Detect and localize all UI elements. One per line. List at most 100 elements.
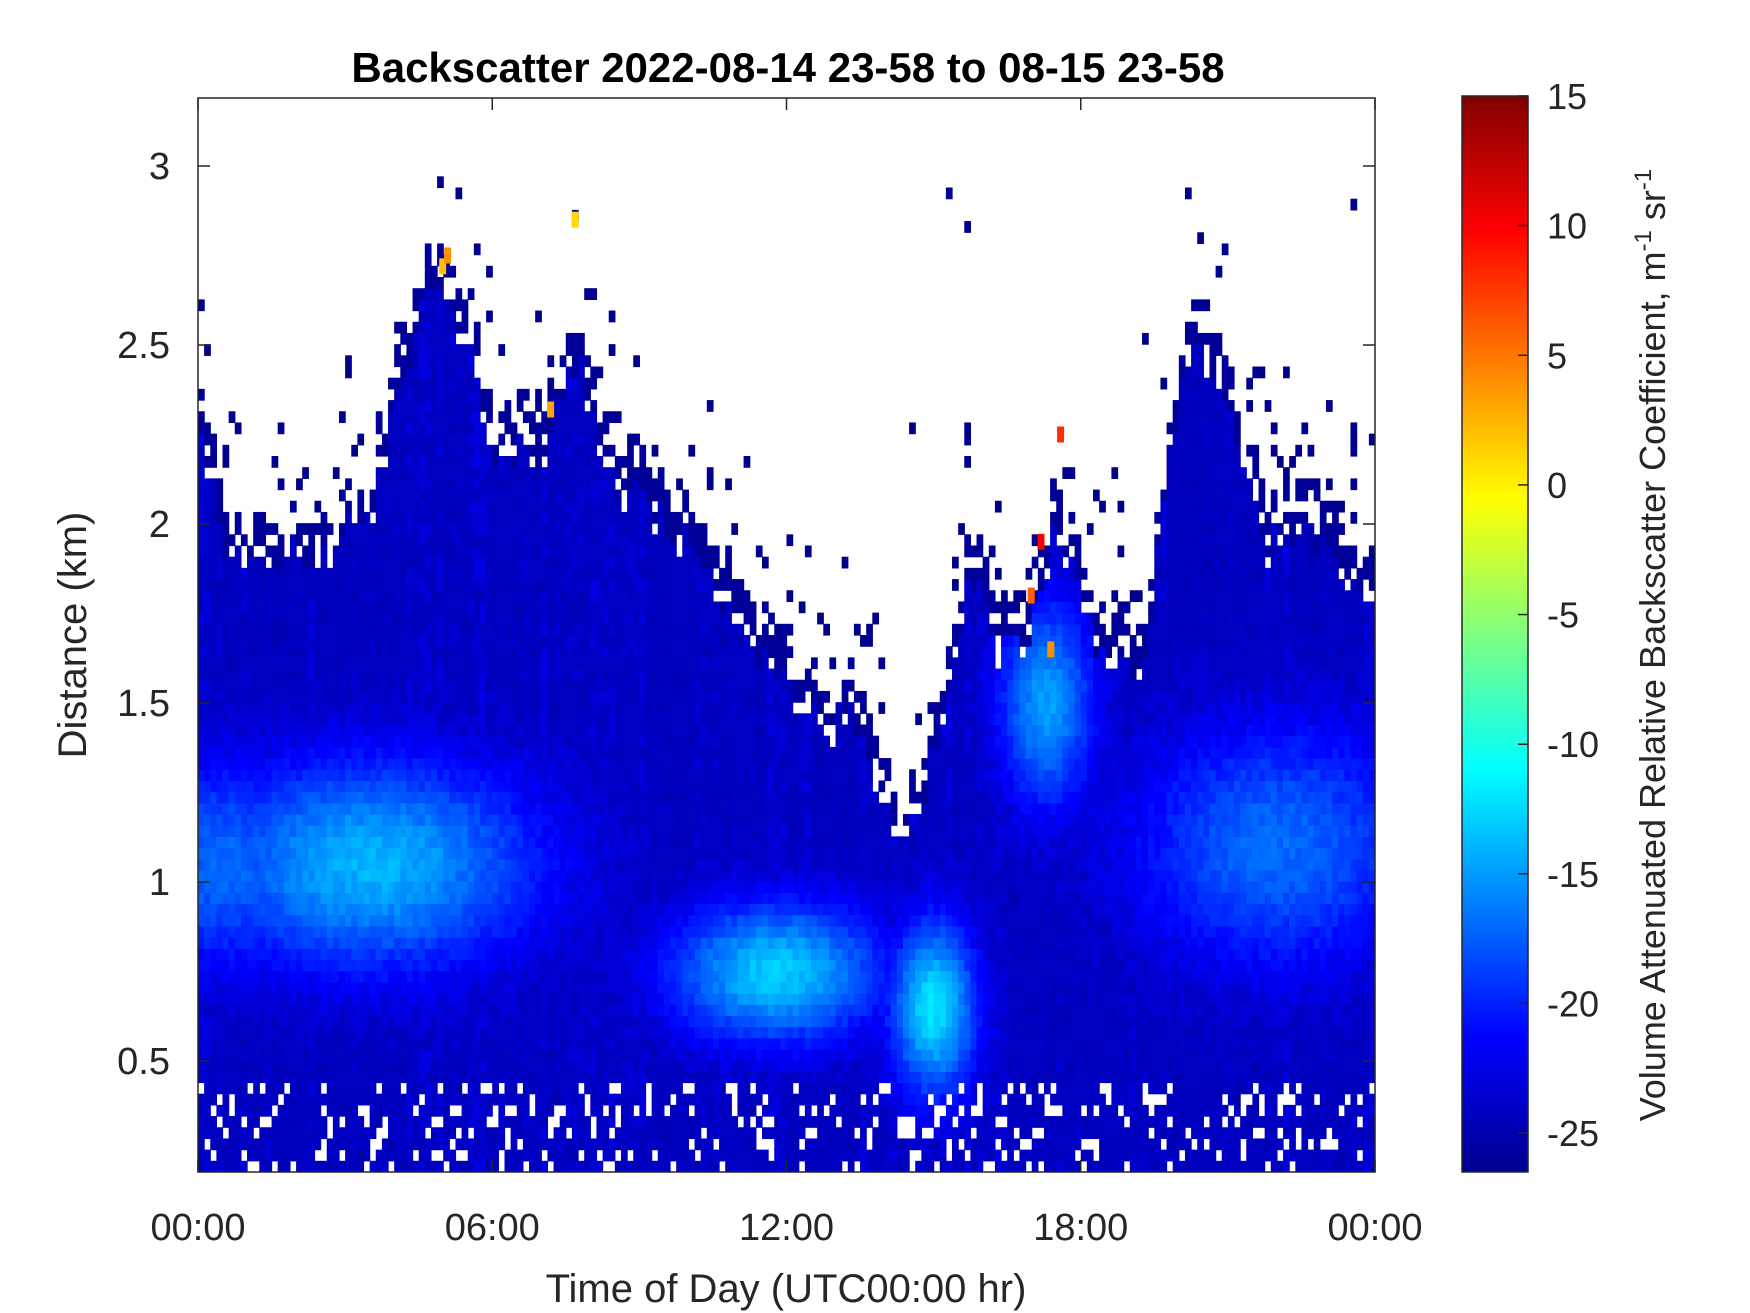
heatmap-cell	[498, 925, 506, 938]
heatmap-cell	[553, 590, 561, 603]
heatmap-cell	[473, 1104, 481, 1117]
heatmap-cell	[204, 523, 211, 535]
heatmap-cell	[406, 332, 414, 345]
heatmap-cell	[578, 802, 585, 815]
heatmap-cell	[590, 690, 598, 703]
heatmap-cell	[222, 567, 230, 580]
heatmap-cell	[424, 668, 432, 681]
heatmap-cell	[541, 623, 549, 636]
heatmap-cell	[326, 914, 334, 927]
heatmap-cell	[271, 735, 279, 748]
heatmap-cell	[590, 1060, 598, 1072]
heatmap-cell	[406, 1071, 414, 1084]
heatmap-cell	[296, 478, 303, 491]
heatmap-cell	[467, 411, 475, 424]
heatmap-cell	[332, 802, 340, 815]
heatmap-cell	[283, 993, 291, 1005]
heatmap-cell	[253, 1093, 260, 1106]
heatmap-cell	[535, 1116, 542, 1128]
heatmap-cell	[345, 869, 352, 882]
heatmap-cell	[253, 769, 260, 782]
heatmap-cell	[510, 1082, 518, 1095]
heatmap-cell	[492, 523, 499, 535]
heatmap-cell	[657, 500, 665, 513]
heatmap-cell	[547, 735, 555, 748]
heatmap-cell	[320, 1127, 328, 1140]
heatmap-cell	[565, 937, 573, 949]
heatmap-cell	[430, 500, 438, 513]
heatmap-cell	[461, 1004, 469, 1016]
heatmap-cell	[289, 869, 297, 882]
heatmap-cell	[198, 903, 205, 916]
heatmap-cell	[406, 601, 414, 614]
heatmap-cell	[412, 344, 420, 356]
heatmap-cell	[602, 881, 610, 893]
heatmap-cell	[529, 780, 536, 793]
heatmap-cell	[320, 702, 328, 714]
heatmap-cell	[296, 567, 303, 580]
heatmap-cell	[363, 601, 371, 614]
heatmap-cell	[645, 567, 653, 580]
heatmap-cell	[247, 1004, 254, 1016]
heatmap-cell	[216, 702, 224, 714]
heatmap-cell	[259, 511, 267, 524]
heatmap-cell	[363, 836, 371, 849]
heatmap-cell	[486, 690, 493, 703]
heatmap-cell	[400, 668, 408, 681]
heatmap-cell	[535, 579, 542, 591]
heatmap-cell	[259, 836, 267, 849]
heatmap-cell	[553, 567, 561, 580]
heatmap-cell	[430, 914, 438, 927]
heatmap-cell	[283, 802, 291, 815]
heatmap-cell	[326, 612, 334, 625]
heatmap-cell	[247, 713, 254, 726]
heatmap-cell	[259, 556, 267, 569]
heatmap-cell	[326, 1037, 334, 1050]
heatmap-cell	[259, 635, 267, 647]
heatmap-cell	[443, 1048, 450, 1061]
heatmap-cell	[571, 690, 579, 703]
heatmap-cell	[412, 355, 420, 368]
heatmap-cell	[657, 534, 665, 547]
heatmap-cell	[608, 1037, 616, 1050]
heatmap-cell	[363, 948, 371, 961]
heatmap-cell	[608, 948, 616, 961]
heatmap-cell	[571, 1160, 579, 1172]
heatmap-cell	[620, 959, 628, 972]
heatmap-cell	[590, 534, 598, 547]
heatmap-cell	[498, 467, 506, 479]
heatmap-cell	[559, 1026, 567, 1039]
heatmap-cell	[369, 825, 377, 837]
heatmap-cell	[547, 646, 555, 658]
heatmap-cell	[271, 758, 279, 770]
heatmap-cell	[430, 310, 438, 323]
heatmap-cell	[338, 702, 346, 714]
heatmap-cell	[271, 713, 279, 726]
heatmap-cell	[424, 243, 432, 256]
heatmap-cell	[529, 892, 536, 905]
heatmap-cell	[498, 780, 506, 793]
heatmap-cell	[608, 791, 616, 804]
heatmap-cell	[332, 1160, 340, 1172]
heatmap-cell	[455, 623, 463, 636]
heatmap-cell	[345, 478, 352, 491]
heatmap-cell	[277, 1060, 285, 1072]
heatmap-cell	[578, 981, 585, 994]
heatmap-cell	[375, 825, 383, 837]
heatmap-cell	[418, 937, 426, 949]
heatmap-cell	[418, 523, 426, 535]
heatmap-cell	[351, 657, 358, 670]
heatmap-cell	[620, 702, 628, 714]
heatmap-cell	[369, 937, 377, 949]
heatmap-cell	[559, 534, 567, 547]
heatmap-cell	[406, 1026, 414, 1039]
heatmap-cell	[657, 702, 665, 714]
heatmap-cell	[406, 411, 414, 424]
heatmap-cell	[283, 1071, 291, 1084]
heatmap-cell	[234, 881, 242, 893]
heatmap-cell	[645, 981, 653, 994]
heatmap-cell	[461, 735, 469, 748]
heatmap-cell	[314, 1082, 322, 1095]
heatmap-cell	[430, 825, 438, 837]
heatmap-cell	[388, 612, 395, 625]
